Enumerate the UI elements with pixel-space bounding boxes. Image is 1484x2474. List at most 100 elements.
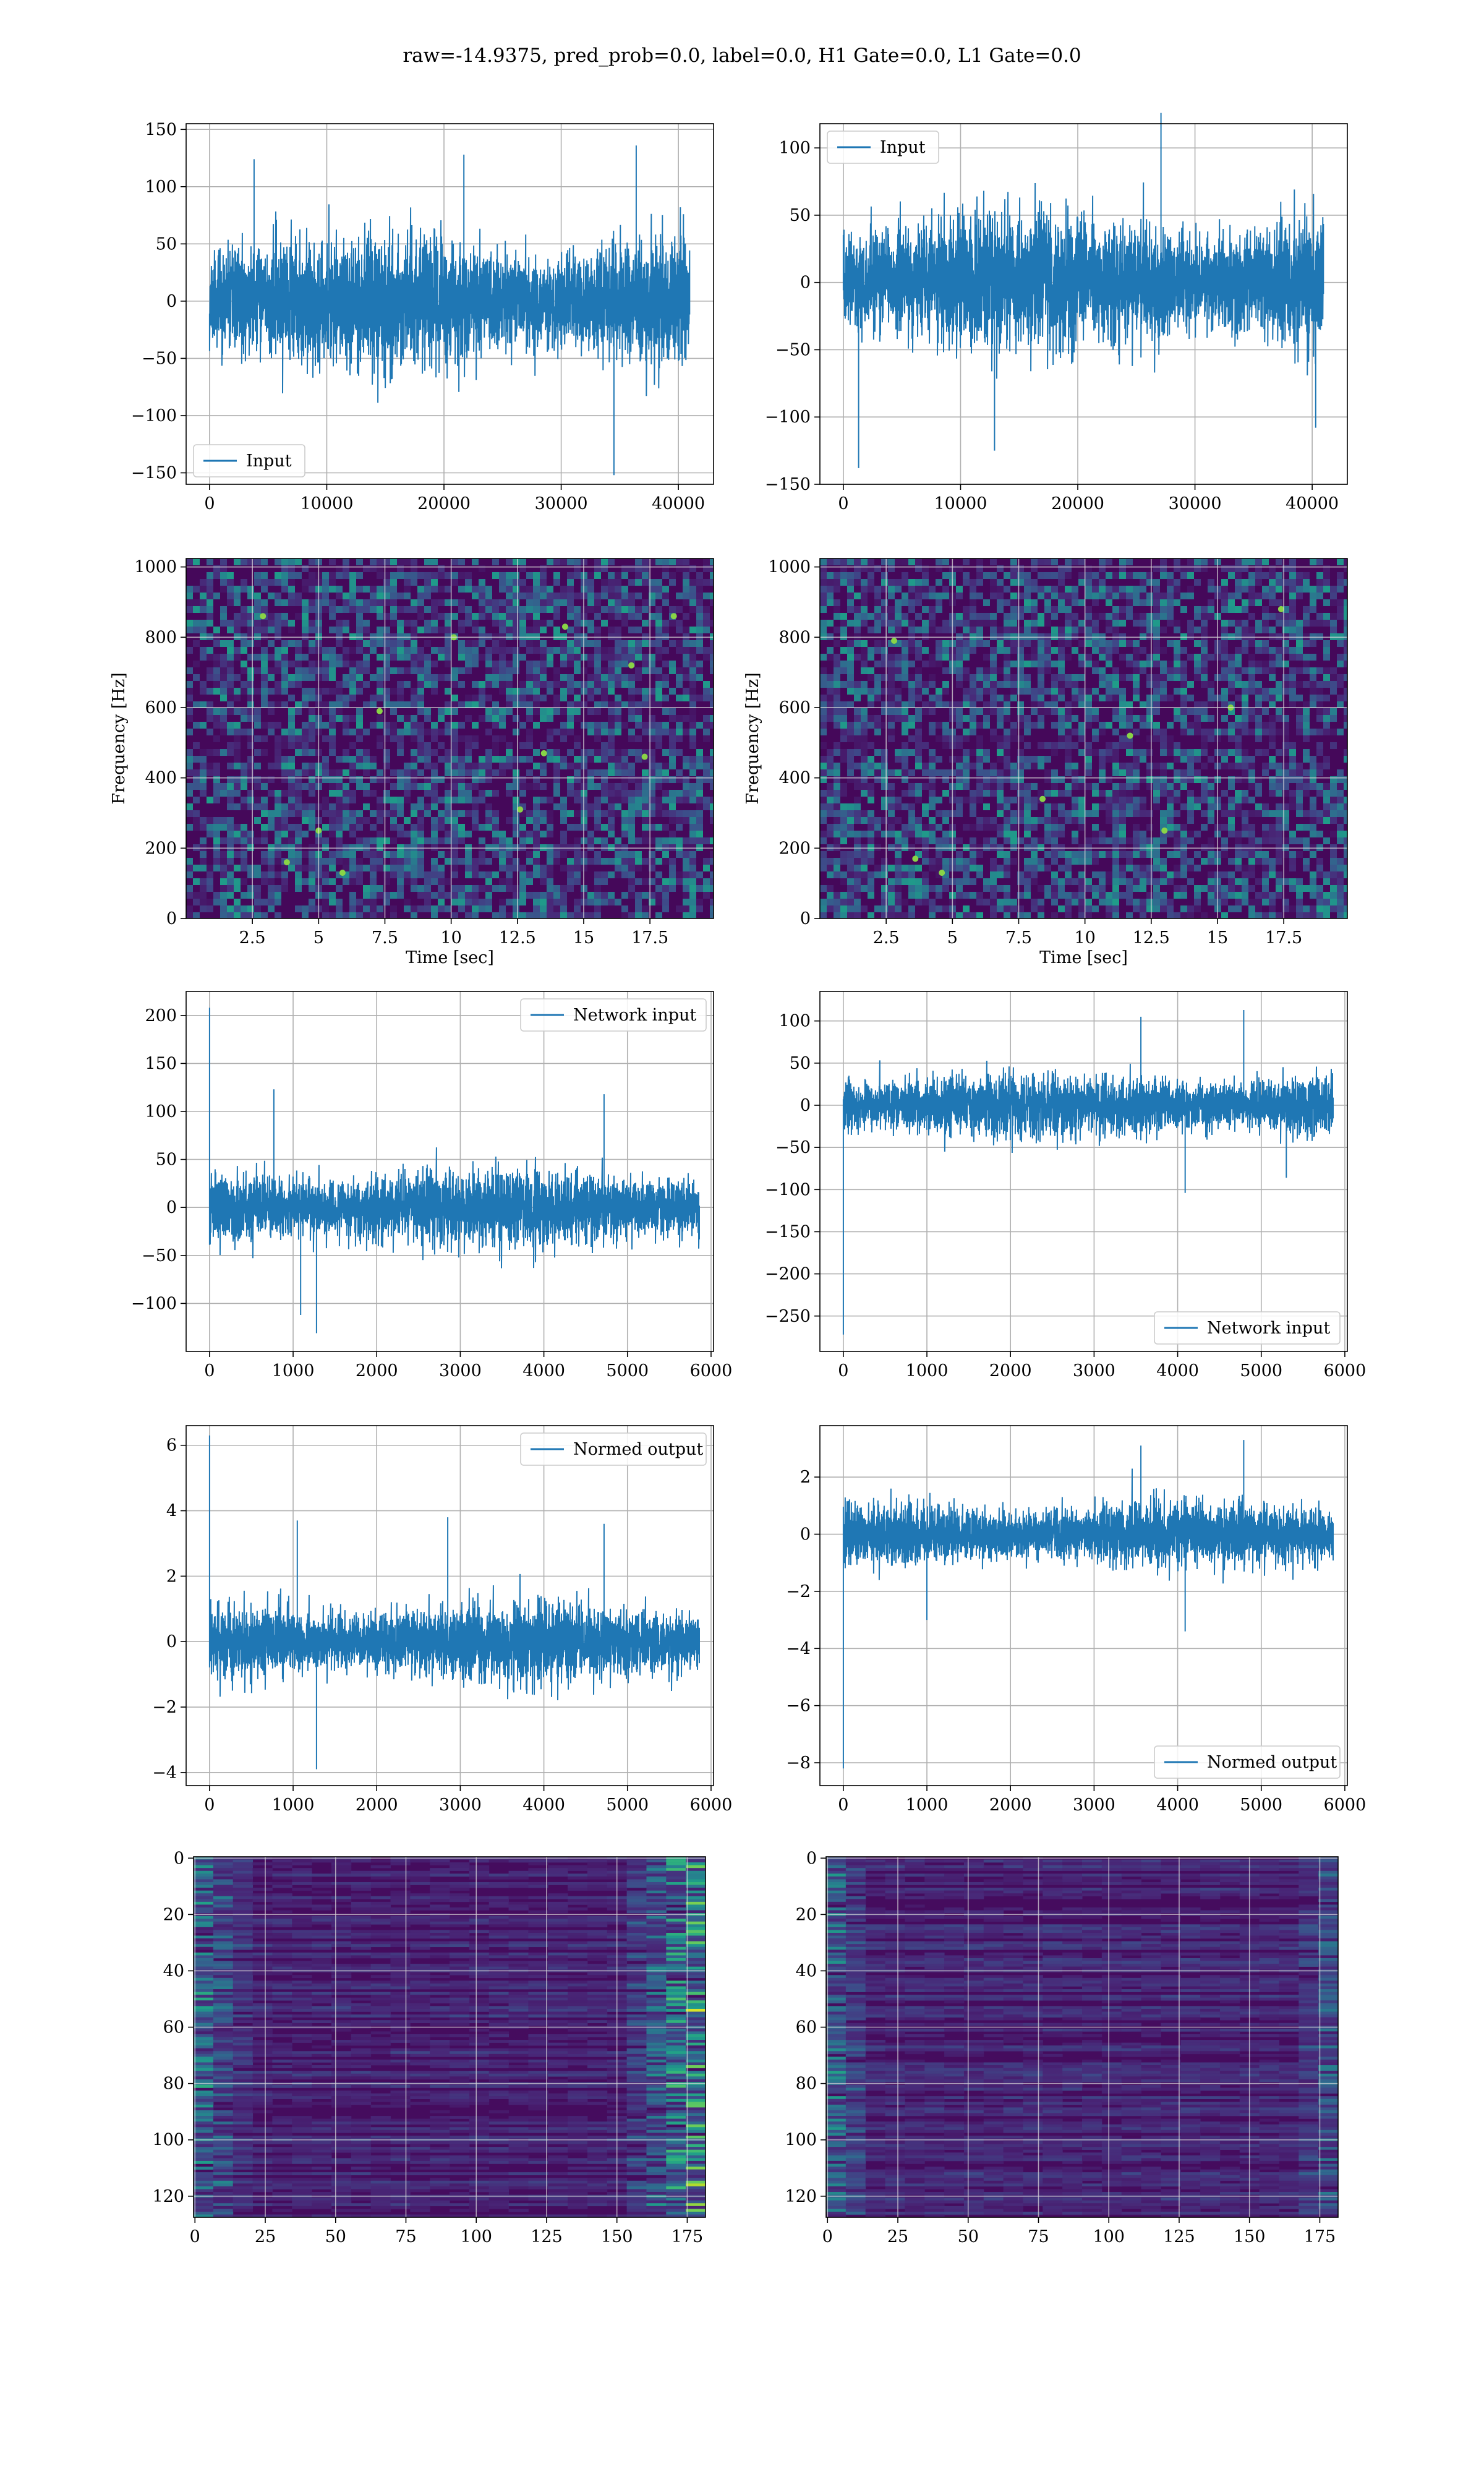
heatmap-cell: [465, 586, 472, 593]
heatmap-cell: [861, 790, 868, 797]
heatmap-cell: [1065, 633, 1072, 640]
heatmap-cell: [349, 572, 356, 579]
heatmap-cell: [1310, 701, 1316, 708]
heatmap-cell: [485, 613, 492, 620]
heatmap-cell: [861, 810, 868, 817]
y-tick-label: −100: [131, 406, 177, 426]
heatmap-cell: [363, 565, 370, 572]
heatmap-cell: [1344, 620, 1347, 627]
heatmap-cell: [411, 824, 417, 831]
heatmap-cell: [526, 599, 533, 606]
heatmap-cell: [377, 817, 383, 824]
heatmap-cell: [377, 633, 383, 640]
heatmap-cell: [513, 593, 519, 599]
heatmap-cell: [1337, 695, 1344, 701]
heatmap-cell: [915, 824, 922, 831]
heatmap-cell: [1031, 824, 1038, 831]
heatmap-cell: [445, 647, 451, 654]
heatmap-cell: [587, 899, 594, 905]
heatmap-cell: [261, 749, 268, 756]
heatmap-cell: [689, 844, 696, 851]
heatmap-cell: [1106, 749, 1112, 756]
heatmap-cell: [363, 783, 370, 790]
heatmap-cell: [1160, 769, 1167, 776]
heatmap-cell: [990, 729, 997, 735]
heatmap-cell: [902, 640, 908, 647]
heatmap-cell: [1065, 674, 1072, 681]
heatmap-cell: [997, 824, 1004, 831]
heatmap-cell: [1282, 729, 1289, 735]
heatmap-cell: [1017, 654, 1024, 661]
heatmap-cell: [1140, 633, 1146, 640]
heatmap-cell: [1153, 695, 1160, 701]
heatmap-cell: [1282, 606, 1289, 613]
heatmap-cell: [1201, 729, 1208, 735]
heatmap-cell: [227, 729, 234, 735]
heatmap-cell: [363, 837, 370, 844]
heatmap-cell: [1235, 776, 1242, 783]
heatmap-cell: [696, 878, 703, 885]
heatmap-cell: [275, 613, 281, 620]
heatmap-cell: [1310, 729, 1316, 735]
heatmap-cell: [377, 715, 383, 722]
heatmap-cell: [1119, 620, 1126, 627]
heatmap-cell: [553, 729, 560, 735]
heatmap-cell: [567, 749, 574, 756]
heatmap-cell: [465, 695, 472, 701]
heatmap-cell: [710, 763, 714, 769]
heatmap-cell: [485, 776, 492, 783]
heatmap-cell: [302, 633, 309, 640]
heatmap-cell: [1119, 790, 1126, 797]
heatmap-cell: [929, 586, 936, 593]
heatmap-cell: [649, 892, 655, 899]
heatmap-cell: [976, 559, 983, 565]
heatmap-cell: [356, 810, 363, 817]
heatmap-cell: [465, 905, 472, 912]
heatmap-cell: [1310, 797, 1316, 803]
heatmap-cell: [295, 858, 302, 865]
heatmap-cell: [329, 810, 336, 817]
heatmap-cell: [1323, 674, 1330, 681]
heatmap-cell: [343, 620, 349, 627]
heatmap-cell: [499, 654, 506, 661]
heatmap-cell: [438, 756, 445, 763]
heatmap-cell: [1201, 810, 1208, 817]
heatmap-cell: [1289, 599, 1296, 606]
heatmap-cell: [1153, 647, 1160, 654]
heatmap-cell: [621, 817, 628, 824]
heatmap-cell: [309, 817, 315, 824]
x-tick-label: 40000: [652, 494, 705, 513]
heatmap-cell: [1140, 803, 1146, 810]
heatmap-cell: [370, 633, 377, 640]
heatmap-cell: [1344, 756, 1347, 763]
heatmap-cell: [1119, 674, 1126, 681]
heatmap-cell: [281, 661, 288, 667]
heatmap-cell: [1140, 749, 1146, 756]
heatmap-cell: [1099, 803, 1106, 810]
heatmap-cell: [888, 783, 895, 790]
heatmap-cell: [526, 715, 533, 722]
heatmap-cell: [1085, 742, 1092, 749]
heatmap-cell: [621, 810, 628, 817]
heatmap-cell: [902, 701, 908, 708]
heatmap-cell: [213, 681, 220, 688]
heatmap-cell: [1255, 620, 1262, 627]
heatmap-cell: [820, 579, 827, 586]
heatmap-cell: [445, 810, 451, 817]
heatmap-cell: [533, 701, 540, 708]
heatmap-cell: [1255, 565, 1262, 572]
heatmap-cell: [1255, 701, 1262, 708]
heatmap-cell: [888, 620, 895, 627]
heatmap-cell: [621, 769, 628, 776]
heatmap-cell: [451, 851, 458, 858]
x-tick-label: 10000: [934, 494, 987, 513]
heatmap-cell: [479, 599, 485, 606]
heatmap-cell: [574, 865, 581, 871]
heatmap-cell: [1255, 749, 1262, 756]
heatmap-cell: [567, 647, 574, 654]
heatmap-cell: [1092, 783, 1099, 790]
heatmap-cell: [642, 729, 649, 735]
heatmap-cell: [1153, 606, 1160, 613]
heatmap-cell: [499, 627, 506, 633]
heatmap-cell: [479, 681, 485, 688]
